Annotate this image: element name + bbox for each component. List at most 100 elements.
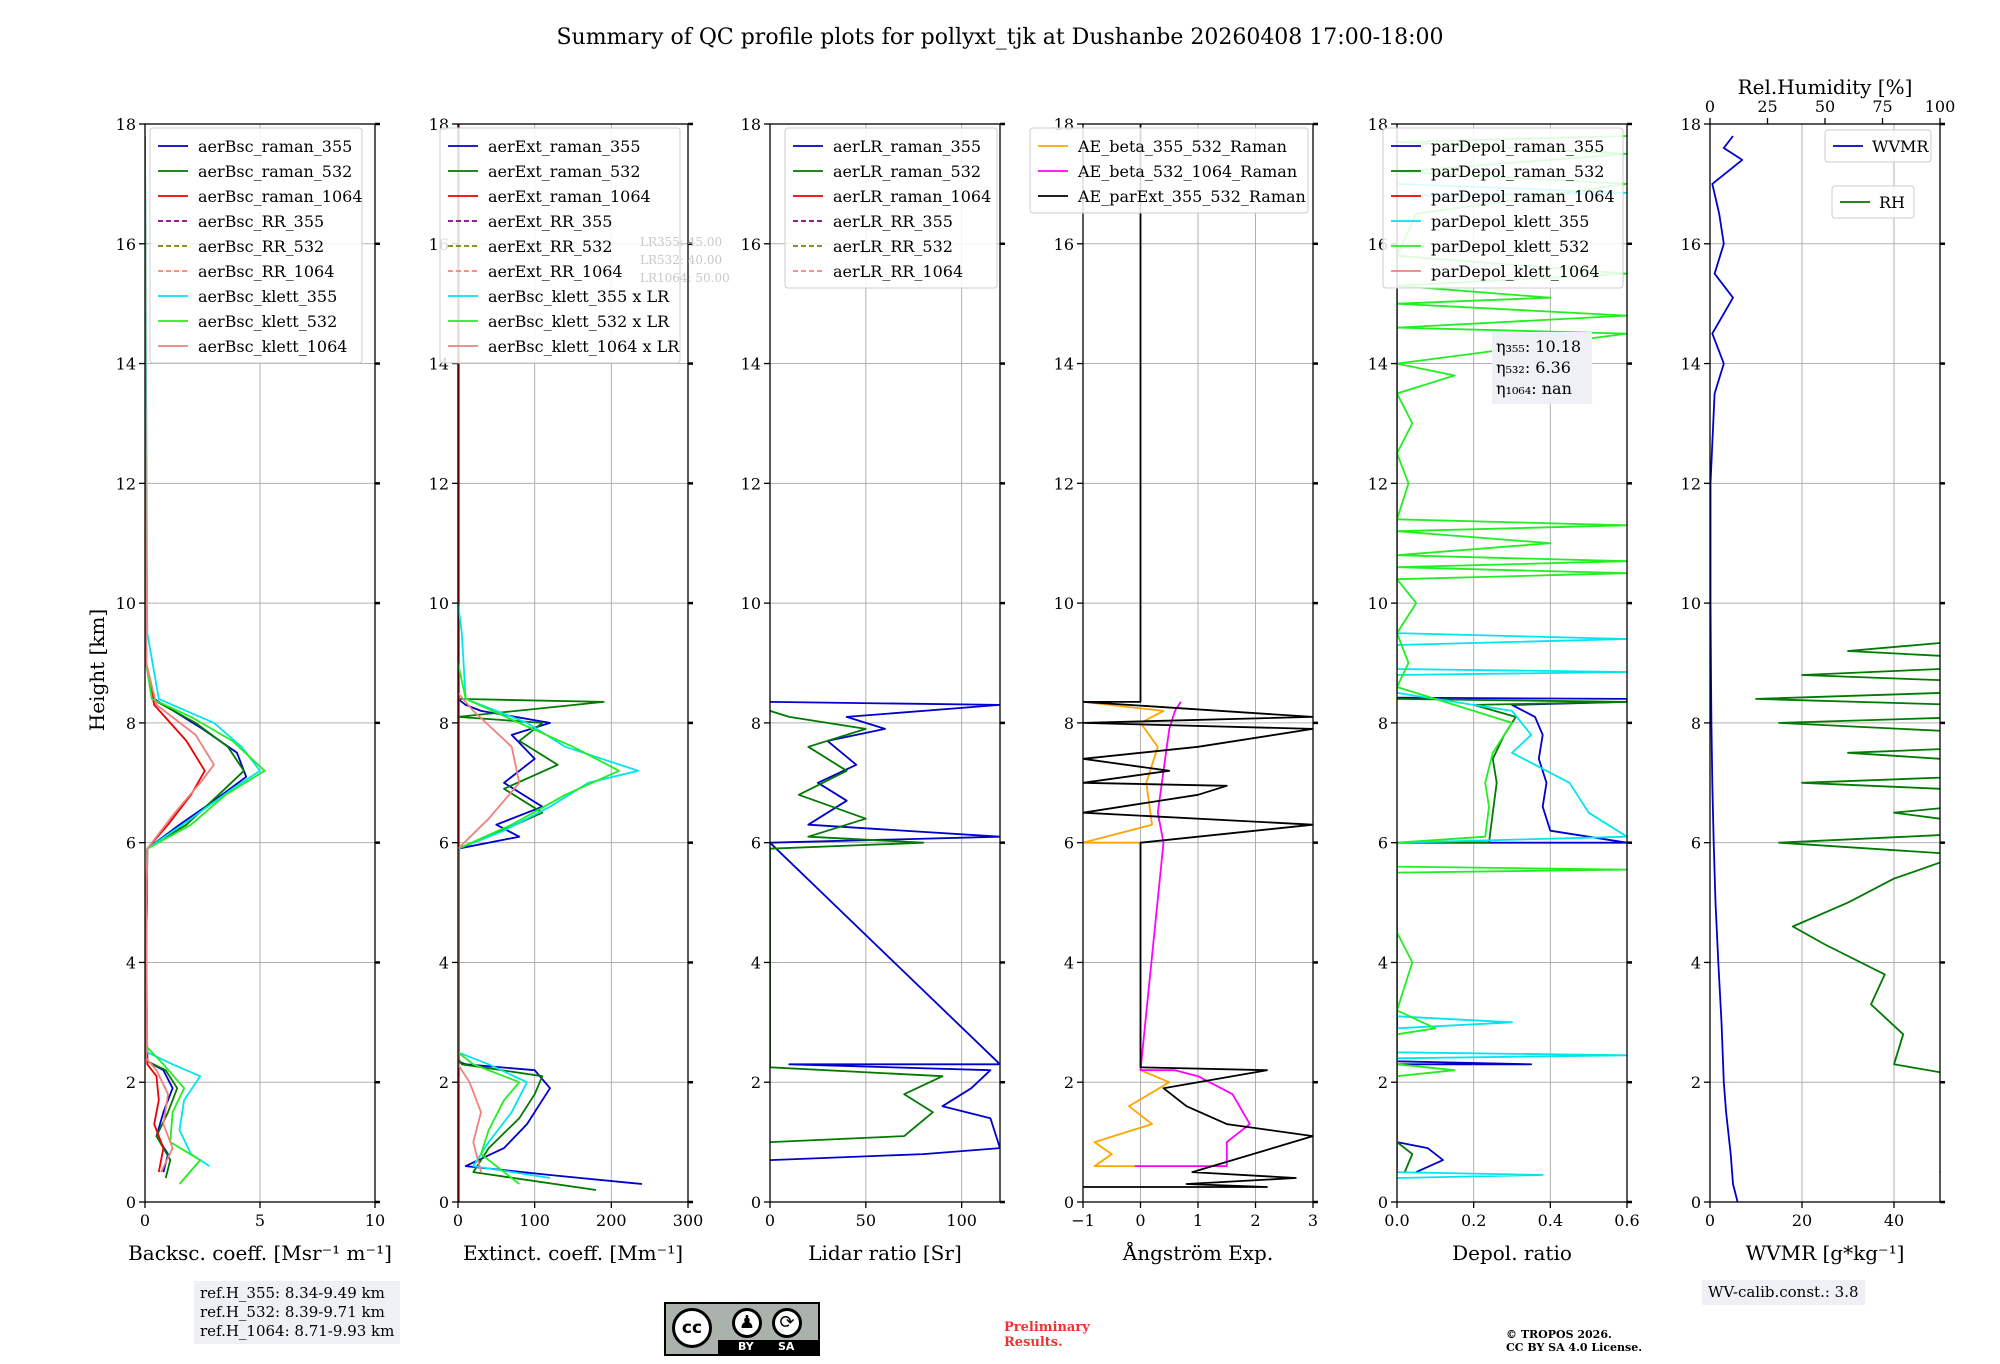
y-tick-label: 0 (1691, 1193, 1701, 1212)
y-tick-label: 2 (1064, 1073, 1074, 1092)
legend-label: aerBsc_klett_532 x LR (488, 312, 670, 331)
legend-label: aerExt_RR_1064 (488, 262, 623, 281)
top-x-tick-label: 75 (1872, 97, 1892, 116)
y-tick-label: 6 (1691, 834, 1701, 853)
legend-label: aerExt_RR_532 (488, 237, 612, 256)
lr-text: LR355: 45.00 (640, 235, 722, 249)
x-tick-label: 0 (1705, 1211, 1715, 1230)
ref-height-532: ref.H_532: 8.39-9.71 km (200, 1303, 394, 1322)
x-tick-label: 0.4 (1538, 1211, 1563, 1230)
y-tick-label: 4 (1064, 953, 1074, 972)
y-tick-label: 4 (126, 953, 136, 972)
copyright-line-1: © TROPOS 2026. (1506, 1328, 1642, 1341)
x-tick-label: 0 (140, 1211, 150, 1230)
y-tick-label: 2 (1691, 1073, 1701, 1092)
top-x-tick-label: 0 (1705, 97, 1715, 116)
legend-label-wvmr: WVMR (1872, 137, 1929, 156)
eta-text: η₅₃₂: 6.36 (1496, 358, 1571, 377)
legend-label: aerBsc_klett_355 (198, 287, 337, 306)
legend-label: aerLR_RR_532 (833, 237, 953, 256)
y-tick-label: 0 (126, 1193, 136, 1212)
by-person-icon: ♟ (732, 1308, 762, 1338)
wv-calib-box: WV-calib.const.: 3.8 (1702, 1280, 1865, 1305)
y-tick-label: 12 (741, 474, 761, 493)
legend-label: aerBsc_klett_355 x LR (488, 287, 670, 306)
y-tick-label: 16 (1681, 235, 1701, 254)
y-tick-label: 12 (1054, 474, 1074, 493)
ref-height-box: ref.H_355: 8.34-9.49 km ref.H_532: 8.39-… (194, 1281, 400, 1344)
series-line-aerLR_raman_355 (770, 702, 1000, 1160)
legend-label: aerLR_RR_1064 (833, 262, 963, 281)
legend-label: aerBsc_raman_532 (198, 162, 352, 181)
x-axis-label: WVMR [g*kg⁻¹] (1746, 1241, 1905, 1265)
x-tick-label: 0.6 (1614, 1211, 1639, 1230)
series-group (1397, 136, 1627, 1178)
y-tick-label: 0 (439, 1193, 449, 1212)
cc-by-label: BY (738, 1340, 754, 1354)
x-tick-label: 2 (1250, 1211, 1260, 1230)
y-tick-label: 6 (439, 834, 449, 853)
top-x-tick-label: 25 (1757, 97, 1777, 116)
x-tick-label: 0 (1135, 1211, 1145, 1230)
copyright-line-2: CC BY SA 4.0 License. (1506, 1341, 1642, 1354)
x-axis-label: Ångström Exp. (1122, 1240, 1273, 1265)
legend-depol: parDepol_raman_355parDepol_raman_532parD… (1383, 128, 1623, 288)
y-tick-label: 8 (751, 714, 761, 733)
x-tick-label: 3 (1308, 1211, 1318, 1230)
y-tick-label: 4 (1691, 953, 1701, 972)
x-tick-label: 0 (453, 1211, 463, 1230)
x-axis-label: Backsc. coeff. [Msr⁻¹ m⁻¹] (128, 1241, 392, 1265)
y-tick-label: 4 (439, 953, 449, 972)
legend-label: AE_beta_532_1064_Raman (1077, 162, 1297, 181)
y-tick-label: 14 (1054, 355, 1074, 374)
series-line-aerBsc_klett_1064 x LR (458, 693, 519, 1172)
x-tick-label: 100 (519, 1211, 550, 1230)
x-tick-label: 50 (856, 1211, 876, 1230)
ref-height-1064: ref.H_1064: 8.71-9.93 km (200, 1322, 394, 1341)
series-line-parDepol_raman_532 (1397, 699, 1627, 1172)
series-line-parDepol_klett_532 (1397, 136, 1627, 1166)
x-tick-label: 1 (1193, 1211, 1203, 1230)
x-tick-label: 20 (1792, 1211, 1812, 1230)
preliminary-note: Preliminary Results. (1004, 1320, 1090, 1350)
legend-label: parDepol_raman_1064 (1431, 187, 1615, 206)
y-tick-label: 10 (1681, 594, 1701, 613)
y-tick-label: 4 (751, 953, 761, 972)
series-line-AE_beta_532_1064_Raman (1135, 702, 1250, 1166)
legend-wvmr: WVMR (1825, 130, 1931, 162)
x-tick-label: 0 (765, 1211, 775, 1230)
y-tick-label: 2 (1378, 1073, 1388, 1092)
lr-text: LR532: 40.00 (640, 253, 722, 267)
legend-label: aerBsc_klett_1064 x LR (488, 337, 680, 356)
legend-label: aerBsc_raman_1064 (198, 187, 363, 206)
x-tick-label: 0.2 (1461, 1211, 1486, 1230)
y-tick-label: 16 (741, 235, 761, 254)
x-axis-label: Lidar ratio [Sr] (808, 1241, 962, 1265)
legend-rh: RH (1832, 186, 1914, 218)
legend-label: parDepol_klett_355 (1431, 212, 1589, 231)
y-tick-label: 8 (1691, 714, 1701, 733)
legend-label-rh: RH (1879, 193, 1905, 212)
legend-label: aerBsc_RR_355 (198, 212, 324, 231)
top-x-tick-label: 100 (1925, 97, 1956, 116)
series-line-WVMR (1711, 136, 1743, 1202)
y-tick-label: 10 (741, 594, 761, 613)
legend-label: aerLR_raman_1064 (833, 187, 991, 206)
eta-text: η₃₅₅: 10.18 (1496, 337, 1581, 356)
series-line-parDepol_raman_355 (1397, 698, 1627, 1172)
ref-height-355: ref.H_355: 8.34-9.49 km (200, 1284, 394, 1303)
y-tick-label: 12 (116, 474, 136, 493)
legend-label: parDepol_raman_532 (1431, 162, 1604, 181)
legend-label: aerBsc_RR_532 (198, 237, 324, 256)
x-tick-label: −1 (1071, 1211, 1095, 1230)
lr-text: LR1064: 50.00 (640, 271, 730, 285)
legend-backscatter: aerBsc_raman_355aerBsc_raman_532aerBsc_r… (150, 128, 363, 363)
series-line-RH (1756, 609, 2000, 1199)
series-group (770, 702, 1000, 1160)
x-tick-label: 200 (596, 1211, 627, 1230)
x-tick-label: 40 (1884, 1211, 1904, 1230)
y-tick-label: 6 (126, 834, 136, 853)
